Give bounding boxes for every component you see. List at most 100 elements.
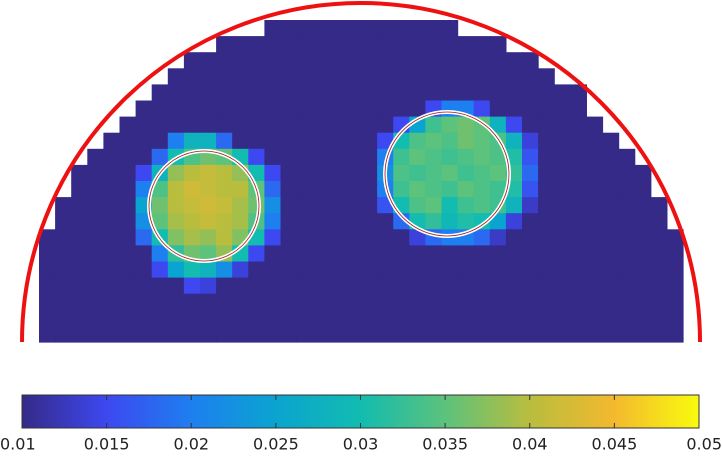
cell [425, 36, 443, 53]
cell [264, 229, 282, 246]
cell [39, 245, 56, 263]
cell [666, 245, 684, 263]
cell [473, 84, 491, 102]
cell [666, 229, 684, 246]
cell [489, 100, 507, 118]
colorbar [21, 394, 700, 429]
cell [586, 261, 604, 279]
cell [264, 84, 282, 102]
cell [264, 20, 282, 37]
cell [393, 36, 410, 53]
cell [344, 84, 362, 102]
cell [425, 132, 443, 150]
cell [441, 20, 459, 37]
cell [87, 261, 104, 279]
cell [328, 325, 346, 343]
cell [344, 197, 362, 214]
cell [570, 132, 587, 150]
colorbar-tick-label: 0.03 [343, 435, 379, 454]
cell [151, 245, 169, 263]
cell [328, 52, 346, 69]
cell [586, 213, 604, 230]
cell [618, 309, 636, 327]
colorbar-tick-label: 0.015 [84, 435, 130, 454]
cell [87, 245, 104, 263]
cell [586, 197, 604, 214]
cell [457, 148, 475, 166]
cell [103, 197, 121, 214]
cell [522, 261, 539, 279]
cell [586, 148, 604, 166]
cell [473, 132, 491, 150]
cell [103, 293, 121, 311]
cell [361, 84, 378, 102]
cell [248, 277, 265, 295]
cell [232, 100, 249, 118]
cell [425, 245, 443, 263]
cell [393, 84, 410, 102]
cell [377, 213, 394, 230]
cell [393, 325, 410, 343]
cell [602, 309, 620, 327]
cell [232, 116, 249, 134]
cell [264, 213, 282, 230]
cell [570, 325, 587, 343]
cell [618, 229, 636, 246]
cell [522, 116, 539, 134]
cell [312, 36, 330, 53]
cell [200, 197, 217, 214]
cell [135, 148, 153, 166]
cell [216, 181, 233, 198]
cell [248, 261, 265, 279]
cell [634, 213, 652, 230]
cell [666, 325, 684, 343]
cell [280, 164, 298, 182]
cell [377, 132, 394, 150]
cell [151, 197, 169, 214]
cell [200, 132, 217, 150]
cell [296, 277, 314, 295]
cell [489, 116, 507, 134]
cell [570, 148, 587, 166]
cell [135, 132, 153, 150]
cell [296, 132, 314, 150]
cell [296, 245, 314, 263]
cell [457, 68, 475, 85]
cell [393, 52, 410, 69]
cell [200, 52, 217, 69]
cell [473, 197, 491, 214]
cell [570, 164, 587, 182]
cell [103, 181, 121, 198]
cell [183, 277, 201, 295]
cell [344, 229, 362, 246]
cell [296, 229, 314, 246]
cell [280, 325, 298, 343]
cell [618, 277, 636, 295]
cell [328, 277, 346, 295]
cell [377, 68, 394, 85]
cell [538, 164, 555, 182]
cell [183, 325, 201, 343]
cell [103, 132, 121, 150]
cell [119, 148, 137, 166]
cell [55, 245, 72, 263]
cell [71, 245, 88, 263]
cell [570, 293, 587, 311]
cell [634, 261, 652, 279]
cell [570, 277, 587, 295]
cell [280, 132, 298, 150]
cell [55, 293, 72, 311]
cell [344, 309, 362, 327]
cell [586, 277, 604, 295]
cell [328, 181, 346, 198]
cell [522, 325, 539, 343]
cell [264, 132, 282, 150]
colorbar-tick-label: 0.035 [422, 435, 468, 454]
cell [232, 52, 249, 69]
cell [489, 84, 507, 102]
cell [650, 277, 668, 295]
cell [344, 20, 362, 37]
cell [602, 293, 620, 311]
cell [538, 197, 555, 214]
cell [264, 100, 282, 118]
